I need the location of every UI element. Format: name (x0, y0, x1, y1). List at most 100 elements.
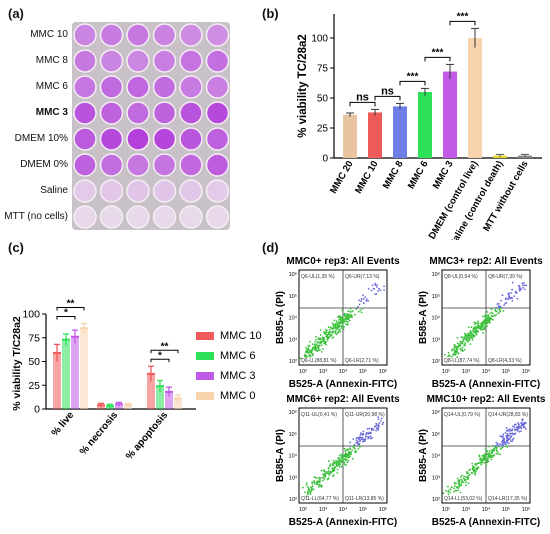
event-dot (507, 292, 510, 294)
event-dot (346, 324, 349, 326)
event-dot (517, 427, 520, 429)
event-dot (331, 332, 334, 334)
event-dot (348, 456, 351, 458)
event-dot (465, 481, 467, 484)
event-dot (369, 435, 372, 438)
event-dot (501, 440, 503, 443)
event-dot (311, 352, 314, 355)
quadrant-label: Q8-LR(4,33 %) (488, 358, 522, 364)
plate-well (73, 101, 97, 125)
event-dot (343, 455, 345, 457)
event-dot (488, 317, 491, 319)
flow-plot-title: MMC3+ rep2: All Events (429, 256, 543, 267)
event-dot (505, 429, 508, 432)
x-tick-label: MMC 8 (381, 159, 406, 191)
y-tick-label: 25 (28, 380, 40, 392)
event-dot (500, 447, 502, 449)
event-dot (473, 466, 476, 469)
event-dot (447, 493, 450, 496)
event-dot (514, 428, 517, 431)
event-dot (338, 454, 341, 457)
event-dot (474, 473, 477, 476)
event-dot (507, 298, 509, 301)
event-dot (360, 300, 363, 303)
plate-well (152, 23, 177, 47)
event-dot (323, 478, 326, 480)
event-dot (465, 484, 467, 487)
event-dot (479, 458, 481, 461)
x-tick-label: 10⁵ (359, 368, 367, 375)
event-dot (329, 465, 332, 467)
y-tick-label: 75 (28, 332, 40, 344)
event-dot (366, 428, 369, 430)
event-dot (463, 479, 466, 482)
y-axis-label: % viability TC/28a2 (297, 34, 309, 138)
event-dot (490, 458, 493, 461)
event-dot (495, 452, 498, 455)
event-dot (332, 459, 335, 462)
event-dot (340, 319, 342, 322)
event-dot (330, 334, 333, 336)
event-dot (472, 329, 474, 332)
event-dot (482, 458, 485, 461)
quadrant-label: Q6-LL(88,81 %) (301, 358, 337, 364)
event-dot (461, 346, 464, 349)
event-dot (329, 331, 332, 333)
event-dot (338, 330, 340, 333)
event-dot (494, 444, 497, 447)
event-dot (341, 317, 344, 320)
y-axis-label: % viability T/C28a2 (11, 316, 23, 411)
x-tick-label: 10² (299, 369, 307, 375)
event-dot (487, 320, 490, 323)
event-dot (311, 485, 314, 488)
event-dot (324, 340, 327, 343)
event-dot (456, 350, 458, 353)
y-tick-label: 10⁴ (289, 315, 298, 322)
event-dot (383, 289, 385, 291)
event-dot (505, 443, 507, 446)
event-dot (380, 420, 382, 422)
bar (393, 106, 407, 158)
event-dot (371, 429, 373, 431)
event-dot (507, 442, 510, 445)
x-tick-label: 10⁵ (359, 506, 367, 513)
event-dot (484, 314, 487, 316)
event-dot (474, 463, 477, 466)
event-dot (305, 482, 308, 485)
event-dot (513, 424, 516, 426)
event-dot (318, 476, 321, 479)
event-dot (319, 337, 322, 340)
event-dot (338, 321, 341, 324)
event-dot (473, 321, 476, 324)
y-tick-label: 10⁵ (432, 431, 440, 438)
bar (174, 398, 182, 409)
event-dot (353, 313, 356, 316)
event-dot (504, 432, 507, 434)
event-dot (371, 284, 374, 287)
plate-well (73, 179, 97, 203)
event-dot (349, 453, 352, 456)
event-dot (310, 486, 313, 489)
event-dot (317, 346, 320, 348)
y-tick-label: 10⁵ (289, 431, 297, 438)
plate-well (73, 205, 97, 229)
event-dot (335, 329, 338, 331)
flow-cytometry-grid: MMC0+ rep3: All Events Q6-UL(1,35 %) Q6-UR… (275, 256, 546, 528)
quadrant-label: Q11-LL(64,77 %) (301, 496, 339, 502)
event-dot (484, 448, 487, 450)
event-dot (318, 481, 321, 483)
event-dot (311, 343, 314, 346)
event-dot (363, 439, 365, 441)
event-dot (520, 425, 523, 427)
bar (53, 352, 61, 409)
event-dot (367, 437, 369, 440)
event-dot (490, 318, 493, 320)
event-dot (338, 324, 340, 326)
significance-label: ** (67, 299, 75, 310)
x-axis-label: B525-A (Annexin-FITC) (289, 379, 398, 390)
event-dot (461, 474, 463, 477)
event-dot (495, 306, 498, 309)
y-axis-label: B585-A (PI) (275, 429, 286, 482)
event-dot (351, 316, 353, 319)
significance-bracket (56, 316, 76, 320)
